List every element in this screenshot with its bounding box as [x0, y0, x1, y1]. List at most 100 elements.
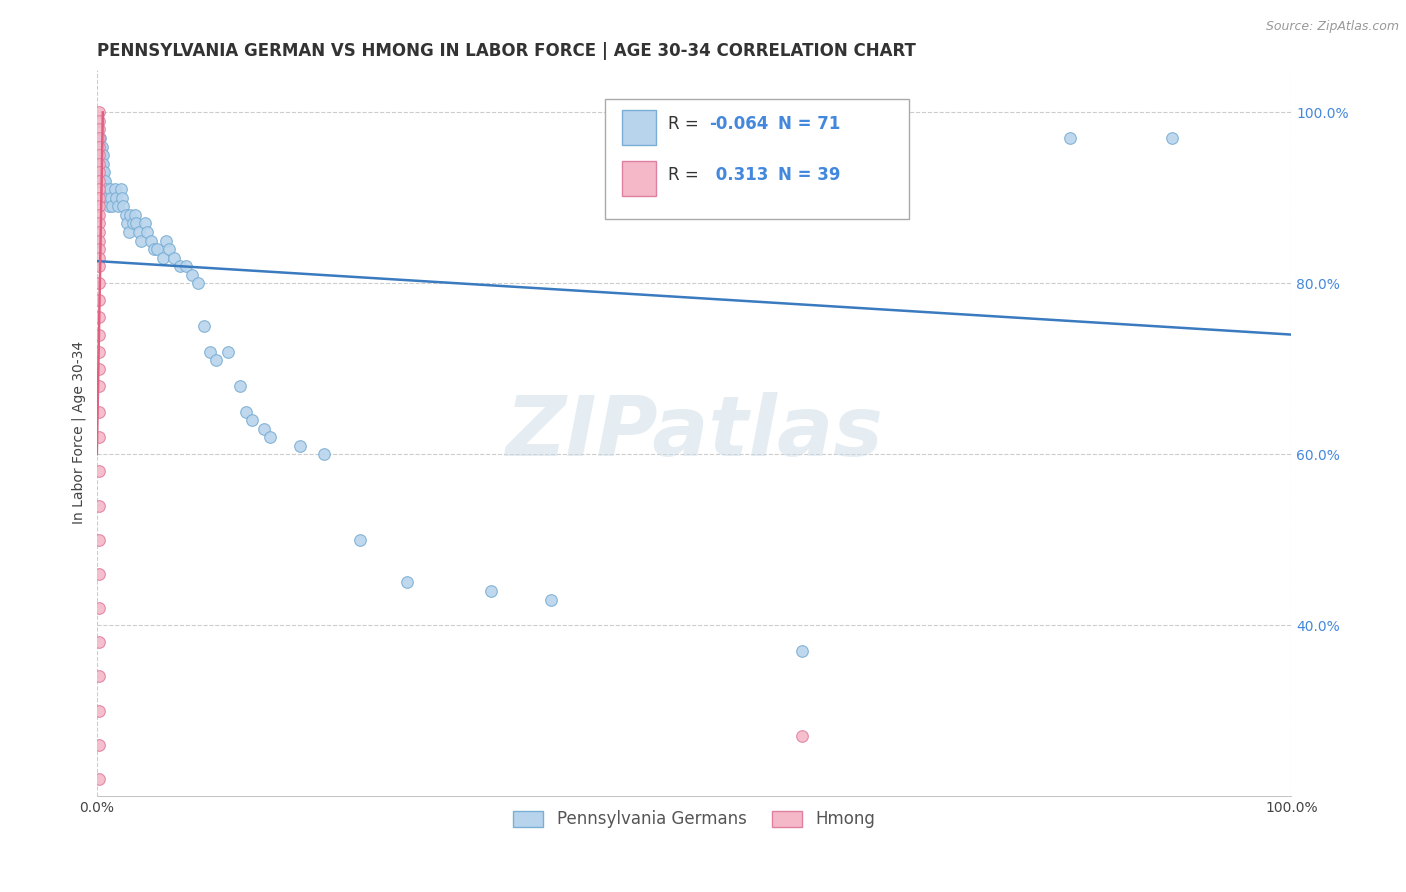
- Point: [90, 156, 112, 170]
- Text: -0.064: -0.064: [710, 115, 769, 133]
- Point: [115, 217, 138, 231]
- Point: [94, 174, 117, 188]
- Point: [89, 464, 111, 478]
- Point: [89, 669, 111, 683]
- Point: [91, 156, 114, 170]
- Point: [90, 148, 112, 162]
- Point: [540, 592, 562, 607]
- Point: [97, 191, 120, 205]
- Point: [89, 533, 111, 547]
- Point: [93, 165, 115, 179]
- Point: [89, 704, 111, 718]
- Point: [89, 310, 111, 325]
- Point: [152, 251, 174, 265]
- Point: [89, 566, 111, 581]
- Point: [89, 430, 111, 444]
- Point: [312, 447, 335, 461]
- Point: [89, 277, 111, 291]
- Point: [118, 225, 141, 239]
- Point: [97, 199, 120, 213]
- Point: [89, 139, 111, 153]
- Point: [93, 174, 115, 188]
- Text: ZIPatlas: ZIPatlas: [505, 392, 883, 474]
- Point: [89, 139, 111, 153]
- Point: [89, 234, 111, 248]
- Point: [89, 344, 111, 359]
- Point: [349, 533, 371, 547]
- Point: [89, 191, 111, 205]
- Y-axis label: In Labor Force | Age 30-34: In Labor Force | Age 30-34: [72, 342, 86, 524]
- Point: [89, 259, 111, 273]
- Point: [136, 225, 159, 239]
- Point: [89, 242, 111, 256]
- Point: [87, 139, 110, 153]
- Point: [89, 131, 111, 145]
- Point: [253, 421, 276, 435]
- Point: [89, 148, 111, 162]
- Point: [163, 251, 186, 265]
- Point: [89, 772, 111, 786]
- Point: [89, 225, 111, 239]
- Text: N = 39: N = 39: [778, 166, 841, 184]
- Point: [104, 191, 127, 205]
- FancyBboxPatch shape: [605, 99, 910, 219]
- Point: [479, 584, 502, 599]
- Legend: Pennsylvania Germans, Hmong: Pennsylvania Germans, Hmong: [506, 804, 882, 835]
- Point: [111, 191, 134, 205]
- Point: [89, 131, 111, 145]
- Point: [89, 122, 111, 136]
- Point: [790, 644, 813, 658]
- Point: [89, 293, 111, 308]
- Point: [169, 259, 191, 273]
- Point: [396, 575, 419, 590]
- Point: [143, 242, 166, 256]
- Point: [121, 217, 143, 231]
- Point: [89, 114, 111, 128]
- Point: [89, 139, 111, 153]
- Point: [89, 156, 111, 170]
- Point: [89, 499, 111, 513]
- Point: [1059, 131, 1081, 145]
- Point: [125, 217, 148, 231]
- Point: [89, 199, 111, 213]
- Point: [187, 277, 209, 291]
- Point: [89, 251, 111, 265]
- Text: Source: ZipAtlas.com: Source: ZipAtlas.com: [1265, 20, 1399, 33]
- Point: [89, 156, 111, 170]
- Point: [90, 139, 112, 153]
- Point: [90, 165, 112, 179]
- Point: [145, 242, 167, 256]
- Point: [89, 105, 111, 120]
- Point: [89, 174, 111, 188]
- Point: [96, 182, 118, 196]
- Bar: [623, 161, 655, 196]
- Point: [259, 430, 281, 444]
- Text: N = 71: N = 71: [778, 115, 839, 133]
- Point: [107, 199, 129, 213]
- Point: [157, 242, 180, 256]
- Point: [128, 225, 150, 239]
- Point: [89, 601, 111, 615]
- Point: [89, 379, 111, 393]
- Point: [193, 319, 215, 334]
- Text: R =: R =: [668, 166, 704, 184]
- Text: 0.313: 0.313: [710, 166, 768, 184]
- Point: [205, 353, 228, 368]
- Point: [240, 413, 263, 427]
- Point: [114, 208, 136, 222]
- Point: [217, 344, 239, 359]
- Point: [89, 148, 111, 162]
- Point: [120, 208, 142, 222]
- Point: [101, 199, 124, 213]
- Point: [110, 182, 132, 196]
- Text: PENNSYLVANIA GERMAN VS HMONG IN LABOR FORCE | AGE 30-34 CORRELATION CHART: PENNSYLVANIA GERMAN VS HMONG IN LABOR FO…: [97, 42, 915, 60]
- Point: [139, 234, 162, 248]
- Point: [176, 259, 198, 273]
- Point: [100, 191, 122, 205]
- Point: [87, 131, 110, 145]
- Point: [89, 635, 111, 649]
- Point: [229, 379, 252, 393]
- Point: [1160, 131, 1182, 145]
- Point: [89, 327, 111, 342]
- Point: [134, 217, 156, 231]
